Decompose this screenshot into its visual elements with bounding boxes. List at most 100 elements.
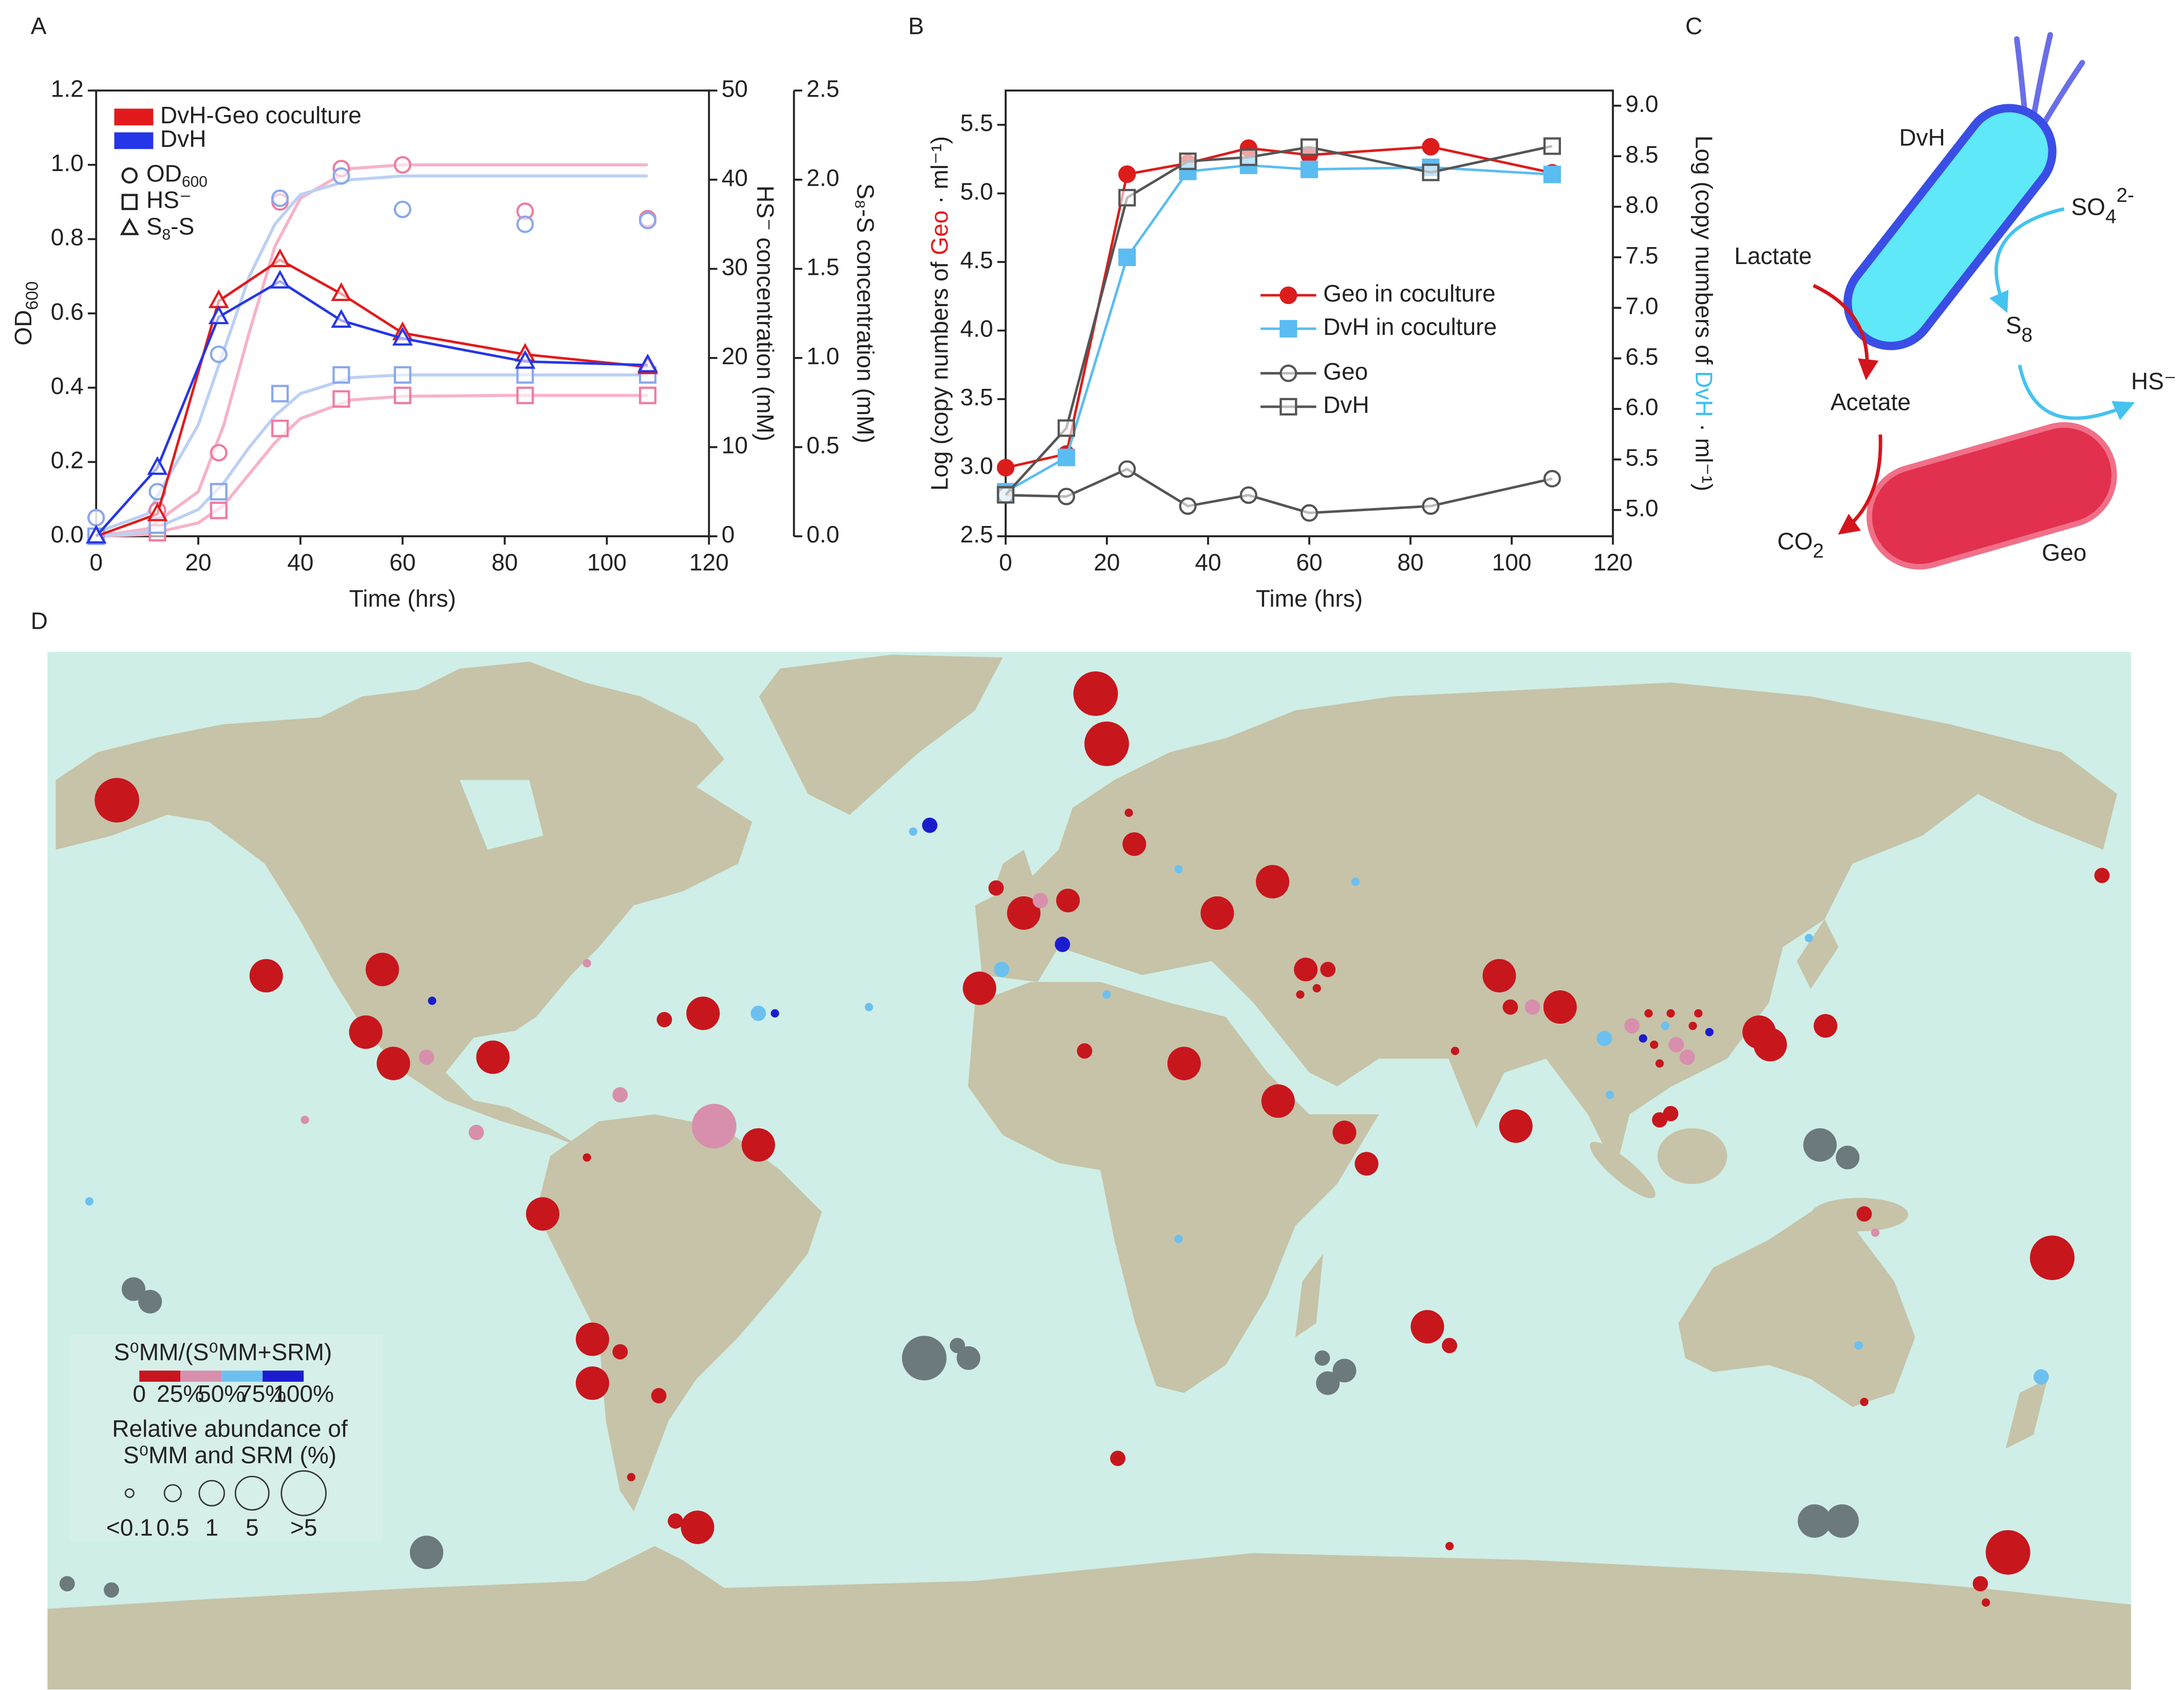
site-bubble xyxy=(1606,1091,1614,1099)
site-bubble xyxy=(1077,1043,1093,1059)
legend-label: Geo in coculture xyxy=(1323,280,1496,307)
y-tick-label: 1.2 xyxy=(51,75,84,102)
marker xyxy=(1300,504,1319,522)
legend-title: S⁰MM and SRM (%) xyxy=(123,1442,336,1469)
site-bubble xyxy=(1055,936,1070,952)
size-legend-circle xyxy=(280,1470,327,1516)
marker xyxy=(1239,148,1257,166)
geo-cell xyxy=(1866,422,2117,570)
size-legend-circle xyxy=(124,1488,135,1498)
site-bubble xyxy=(1650,1040,1659,1049)
site-bubble xyxy=(1836,1146,1860,1170)
diagram-label: Lactate xyxy=(1734,242,1812,269)
label-part: S xyxy=(2006,312,2022,339)
site-bubble xyxy=(1351,877,1360,886)
legend-label: S8-S xyxy=(146,213,194,243)
site-bubble xyxy=(1314,1350,1330,1366)
site-bubble xyxy=(1410,1310,1444,1344)
y-tick-label: 1.0 xyxy=(51,149,84,176)
site-bubble xyxy=(1814,1014,1838,1038)
legend-label: DvH xyxy=(160,125,206,152)
label-part: 2 xyxy=(1813,540,1824,562)
site-bubble xyxy=(994,962,1009,978)
site-bubble xyxy=(956,1346,981,1370)
marker xyxy=(210,444,228,462)
label-part: OD xyxy=(146,160,182,187)
marker xyxy=(270,248,291,268)
size-legend-label: 5 xyxy=(246,1514,259,1541)
marker xyxy=(332,167,350,185)
label-part: Log (copy numbers of xyxy=(1691,136,1718,371)
y2-tick-label: 9.0 xyxy=(1626,90,1659,117)
marker xyxy=(121,167,138,184)
site-bubble xyxy=(1680,1049,1695,1065)
site-bubble xyxy=(1124,809,1133,817)
fit-curve xyxy=(96,174,648,534)
legend-title: S⁰MM/(S⁰MM+SRM) xyxy=(114,1339,332,1365)
site-bubble xyxy=(1261,1084,1295,1118)
site-bubble xyxy=(1332,1359,1357,1383)
diagram-label: CO2 xyxy=(1777,528,1824,562)
marker xyxy=(208,289,229,308)
y3-tick-label: 1.0 xyxy=(806,343,839,369)
site-bubble xyxy=(1122,832,1146,856)
series-line xyxy=(96,258,648,538)
site-bubble xyxy=(1200,896,1234,930)
marker xyxy=(1422,138,1440,156)
site-bubble xyxy=(1804,934,1813,943)
marker xyxy=(270,270,291,289)
fit-curve xyxy=(96,163,648,538)
marker xyxy=(86,524,107,544)
x-tick-label: 120 xyxy=(689,549,729,575)
series-line xyxy=(1005,145,1553,496)
site-bubble xyxy=(1073,671,1118,716)
arrow xyxy=(1989,207,2065,313)
site-bubble xyxy=(901,1336,947,1381)
site-bubble xyxy=(1174,865,1183,874)
marker xyxy=(1118,165,1136,183)
marker xyxy=(1179,152,1197,171)
site-bubble xyxy=(1174,1234,1183,1244)
site-bubble xyxy=(627,1473,635,1481)
y2-tick-label: 40 xyxy=(722,164,748,191)
diagram xyxy=(1813,32,2135,570)
y3-tick-label: 2.0 xyxy=(806,164,839,191)
marker xyxy=(1058,419,1076,437)
label-part: · ml⁻¹) xyxy=(1691,417,1718,492)
site-bubble xyxy=(963,971,996,1005)
site-bubble xyxy=(909,827,917,836)
marker xyxy=(1058,448,1076,466)
site-bubble xyxy=(1798,1504,1832,1538)
x-tick-label: 100 xyxy=(1492,549,1532,575)
site-bubble xyxy=(1985,1530,2030,1575)
marker xyxy=(331,282,352,302)
site-bubble xyxy=(1320,962,1336,978)
size-legend-label: 1 xyxy=(205,1514,218,1541)
site-bubble xyxy=(138,1289,162,1314)
marker xyxy=(1422,497,1440,515)
marker xyxy=(1279,320,1297,338)
y-tick-label: 0.2 xyxy=(51,447,84,474)
site-bubble xyxy=(1032,893,1048,908)
marker xyxy=(271,189,289,208)
marker xyxy=(147,456,168,475)
site-bubble xyxy=(1644,1009,1653,1018)
label-part: DvH xyxy=(1691,371,1718,417)
site-bubble xyxy=(1442,1338,1457,1354)
site-bubble xyxy=(1825,1504,1859,1538)
diagram-label: Acetate xyxy=(1831,389,1911,416)
size-legend-circle xyxy=(163,1484,182,1503)
marker xyxy=(1300,160,1319,178)
label-part: 600 xyxy=(182,173,208,190)
legend-label: DvH-Geo coculture xyxy=(160,102,362,128)
site-bubble xyxy=(1543,990,1577,1024)
y-tick-label: 5.5 xyxy=(960,109,993,136)
site-bubble xyxy=(85,1197,93,1206)
y2-tick-label: 5.5 xyxy=(1626,444,1659,471)
site-bubble xyxy=(922,817,938,833)
label-part: Geo xyxy=(926,211,953,255)
site-bubble xyxy=(1102,990,1111,999)
site-bubble xyxy=(1332,1120,1357,1144)
marker xyxy=(147,502,168,521)
marker xyxy=(996,459,1014,477)
